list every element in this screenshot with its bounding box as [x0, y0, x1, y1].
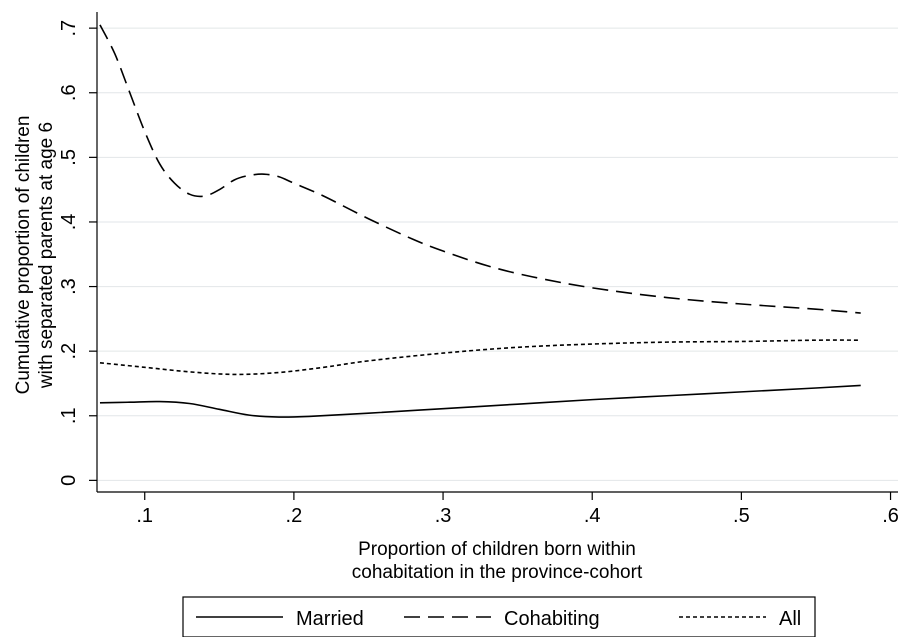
x-axis-label-line1: Proportion of children born within — [358, 539, 636, 560]
series-line-cohabiting — [99, 24, 861, 314]
x-tick-label: .1 — [136, 505, 153, 527]
x-tick-label: .2 — [286, 505, 303, 527]
y-axis-label-line2: with separated parents at age 6 — [36, 122, 57, 389]
x-tick-label: .5 — [733, 505, 750, 527]
y-axis-label-line1: Cumulative proportion of children — [13, 116, 34, 395]
gridlines — [97, 27, 898, 481]
series-lines — [99, 24, 861, 418]
y-tick-label: .2 — [58, 343, 80, 360]
x-axis-label-line2: cohabitation in the province-cohort — [352, 562, 643, 583]
y-tick-label: .6 — [58, 84, 80, 101]
y-ticks: 0 .1 .2 .3 .4 .5 .6 .7 — [58, 20, 97, 486]
x-tick-label: .6 — [882, 505, 899, 527]
x-ticks: .1 .2 .3 .4 .5 .6 — [136, 492, 899, 527]
y-tick-label: .7 — [58, 20, 80, 37]
series-line-married — [99, 384, 861, 418]
y-tick-label: .3 — [58, 278, 80, 295]
axes — [96, 12, 898, 493]
legend-cohabiting-label: Cohabiting — [504, 608, 600, 630]
legend-all-label: All — [779, 608, 801, 630]
y-tick-label: .1 — [58, 407, 80, 424]
y-tick-label: .5 — [58, 149, 80, 166]
y-tick-label: 0 — [58, 475, 80, 486]
legend-married-label: Married — [296, 608, 364, 630]
legend: Married Cohabiting All — [182, 596, 816, 637]
y-tick-label: .4 — [58, 214, 80, 231]
x-tick-label: .3 — [435, 505, 452, 527]
series-line-all — [99, 339, 861, 376]
x-tick-label: .4 — [584, 505, 601, 527]
